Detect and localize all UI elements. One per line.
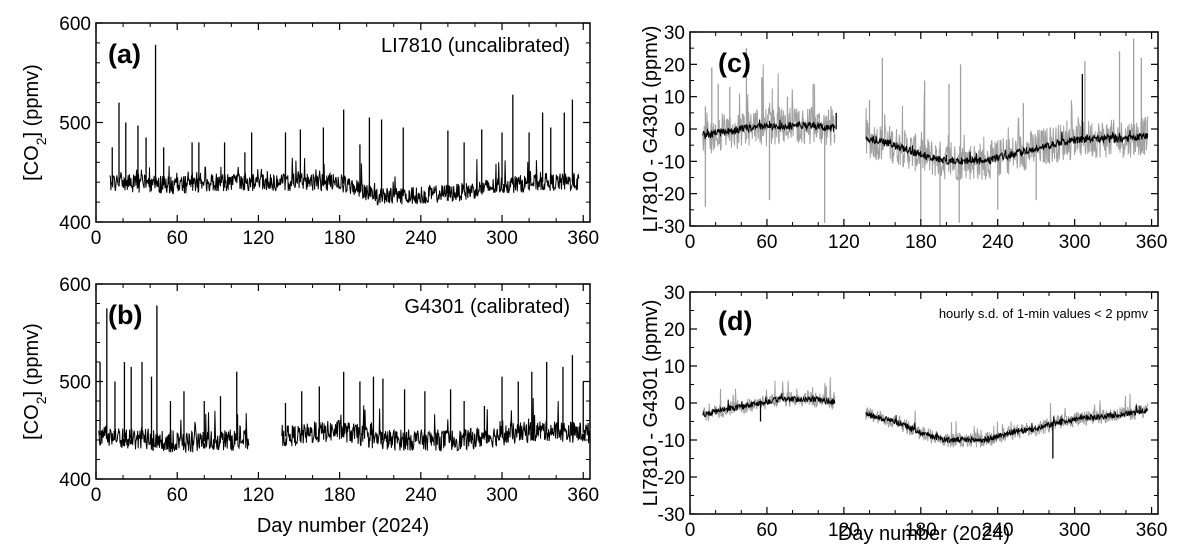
series-group [98, 305, 590, 453]
panel-label: (c) [718, 48, 751, 78]
y-tick-label: 500 [59, 114, 91, 135]
y-tick-label: 500 [59, 373, 91, 394]
x-tick-label: 60 [756, 520, 777, 541]
x-tick-label: 0 [91, 228, 102, 249]
x-tick-label: 120 [243, 485, 275, 506]
y-tick-label: 10 [664, 357, 685, 378]
y-tick-label: 20 [664, 55, 685, 76]
panel-b: 0 60 120 180 240 300 360 400 500 600 [CO2] (ppmv) D… [21, 275, 599, 537]
y-tick-label: -30 [658, 505, 685, 526]
x-tick-label: 360 [567, 228, 599, 249]
x-tick-label: 180 [905, 520, 937, 541]
y-axis-label: LI7810 - G4301 (ppmv) [640, 300, 662, 507]
x-tick-label: 0 [91, 485, 102, 506]
x-tick-label: 300 [486, 228, 518, 249]
y-tick-label: 400 [59, 213, 91, 234]
x-tick-label: 0 [685, 520, 696, 541]
x-tick-label: 120 [828, 232, 860, 253]
x-tick-label: 240 [405, 485, 437, 506]
panel-a: 0 60 120 180 240 300 360 400 500 600 [CO2] (ppmv) (… [21, 14, 599, 249]
series-line [109, 157, 580, 206]
series-line [702, 119, 1149, 165]
panel-annotation: hourly s.d. of 1-min values < 2 ppmv [939, 306, 1149, 321]
x-tick-label: 360 [567, 485, 599, 506]
x-tick-label: 60 [167, 485, 188, 506]
panel-label: (b) [108, 300, 142, 330]
series-line [702, 393, 1149, 444]
y-tick-label: -10 [658, 431, 685, 452]
x-axis-label: Day number (2024) [838, 523, 1010, 545]
x-tick-label: 300 [486, 485, 518, 506]
series-group [702, 377, 1149, 459]
panel-label: (a) [108, 39, 141, 69]
y-tick-label: -20 [658, 185, 685, 206]
x-tick-label: 240 [405, 228, 437, 249]
y-tick-label: 0 [674, 120, 685, 141]
x-tick-label: 240 [982, 232, 1014, 253]
series-line [98, 397, 590, 453]
x-tick-label: 180 [905, 232, 937, 253]
y-tick-label: 30 [664, 283, 685, 304]
x-tick-label: 120 [243, 228, 275, 249]
y-tick-label: -20 [658, 468, 685, 489]
x-tick-label: 180 [324, 485, 356, 506]
series-line [702, 377, 1149, 448]
x-tick-label: 60 [167, 228, 188, 249]
y-tick-label: 0 [674, 394, 685, 415]
y-tick-label: -30 [658, 217, 685, 238]
y-tick-label: 600 [59, 14, 91, 35]
y-axis-label: LI7810 - G4301 (ppmv) [640, 26, 662, 233]
x-tick-label: 120 [828, 520, 860, 541]
y-axis-label: [CO2] (ppmv) [21, 323, 49, 440]
x-tick-label: 300 [1059, 520, 1091, 541]
series-group [109, 44, 580, 206]
y-tick-label: 600 [59, 275, 91, 296]
panel-annotation: LI7810 (uncalibrated) [381, 35, 570, 57]
y-tick-label: 30 [664, 23, 685, 44]
y-tick-label: 20 [664, 320, 685, 341]
series-group [702, 38, 1149, 226]
panel-label: (d) [718, 306, 752, 336]
x-tick-label: 180 [324, 228, 356, 249]
x-tick-label: 300 [1059, 232, 1091, 253]
x-tick-label: 360 [1136, 232, 1168, 253]
x-tick-label: 240 [982, 520, 1014, 541]
y-axis-label: [CO2] (ppmv) [21, 64, 49, 181]
y-tick-label: -10 [658, 152, 685, 173]
panel-c: 0 60 120 180 240 300 360 -30 -20 -10 0 10 20 30LI7810… [640, 23, 1167, 253]
panel-d: 0 60 120 180 240 300 360 -30 -20 -10 0 10 20 30LI7810… [640, 283, 1167, 545]
x-tick-label: 360 [1136, 520, 1168, 541]
panel-annotation: G4301 (calibrated) [404, 296, 570, 318]
x-tick-label: 60 [756, 232, 777, 253]
x-tick-label: 0 [685, 232, 696, 253]
x-axis-label: Day number (2024) [257, 515, 429, 537]
y-tick-label: 400 [59, 470, 91, 491]
y-tick-label: 10 [664, 88, 685, 109]
